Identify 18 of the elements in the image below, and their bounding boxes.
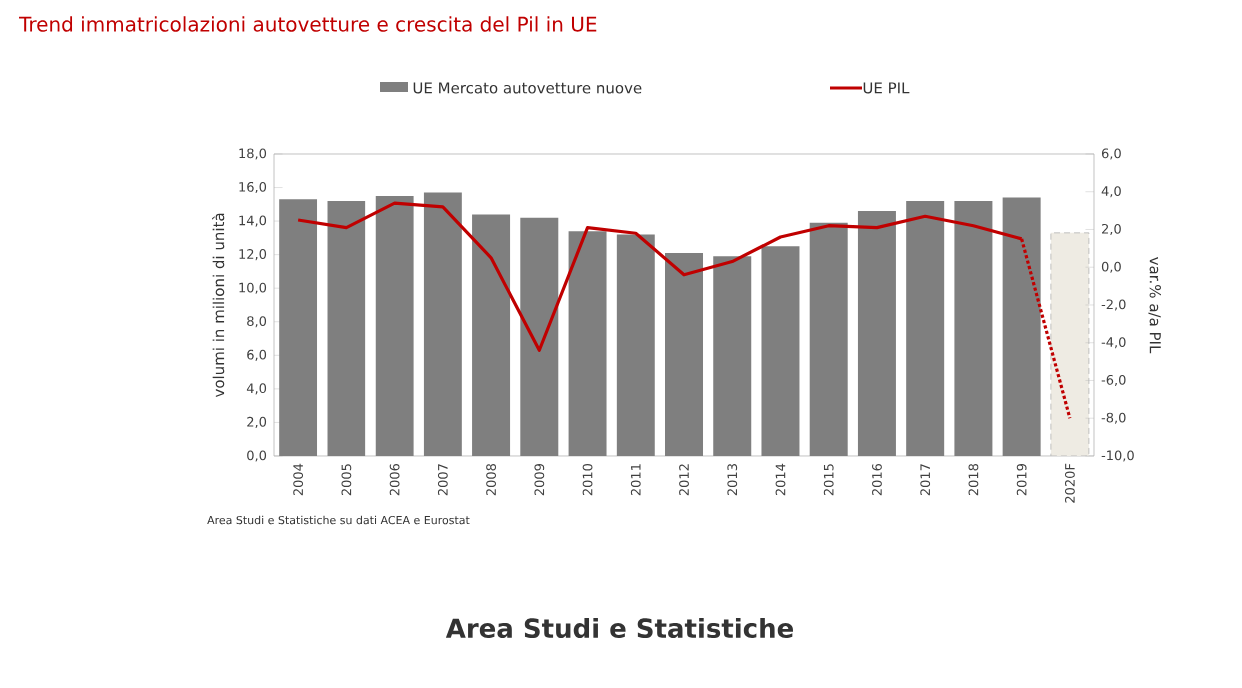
- bar: [1002, 197, 1041, 456]
- bar: [616, 234, 655, 456]
- bar: [713, 256, 752, 456]
- bar: [906, 200, 945, 456]
- bar: [761, 246, 800, 456]
- bar: [809, 222, 848, 456]
- bar: [568, 231, 607, 456]
- bar: [375, 195, 414, 456]
- text: Area Studi e Statistiche: [445, 617, 793, 639]
- bar: [327, 200, 366, 456]
- bar: [423, 192, 462, 456]
- bar: [520, 217, 559, 456]
- bar: [279, 199, 318, 456]
- bar: [665, 252, 704, 456]
- bar: [472, 214, 511, 456]
- bar: [857, 211, 896, 456]
- chart-title: Trend immatricolazioni autovetture e crescita del Pil in UE: [19, 16, 597, 32]
- bar: [954, 200, 993, 456]
